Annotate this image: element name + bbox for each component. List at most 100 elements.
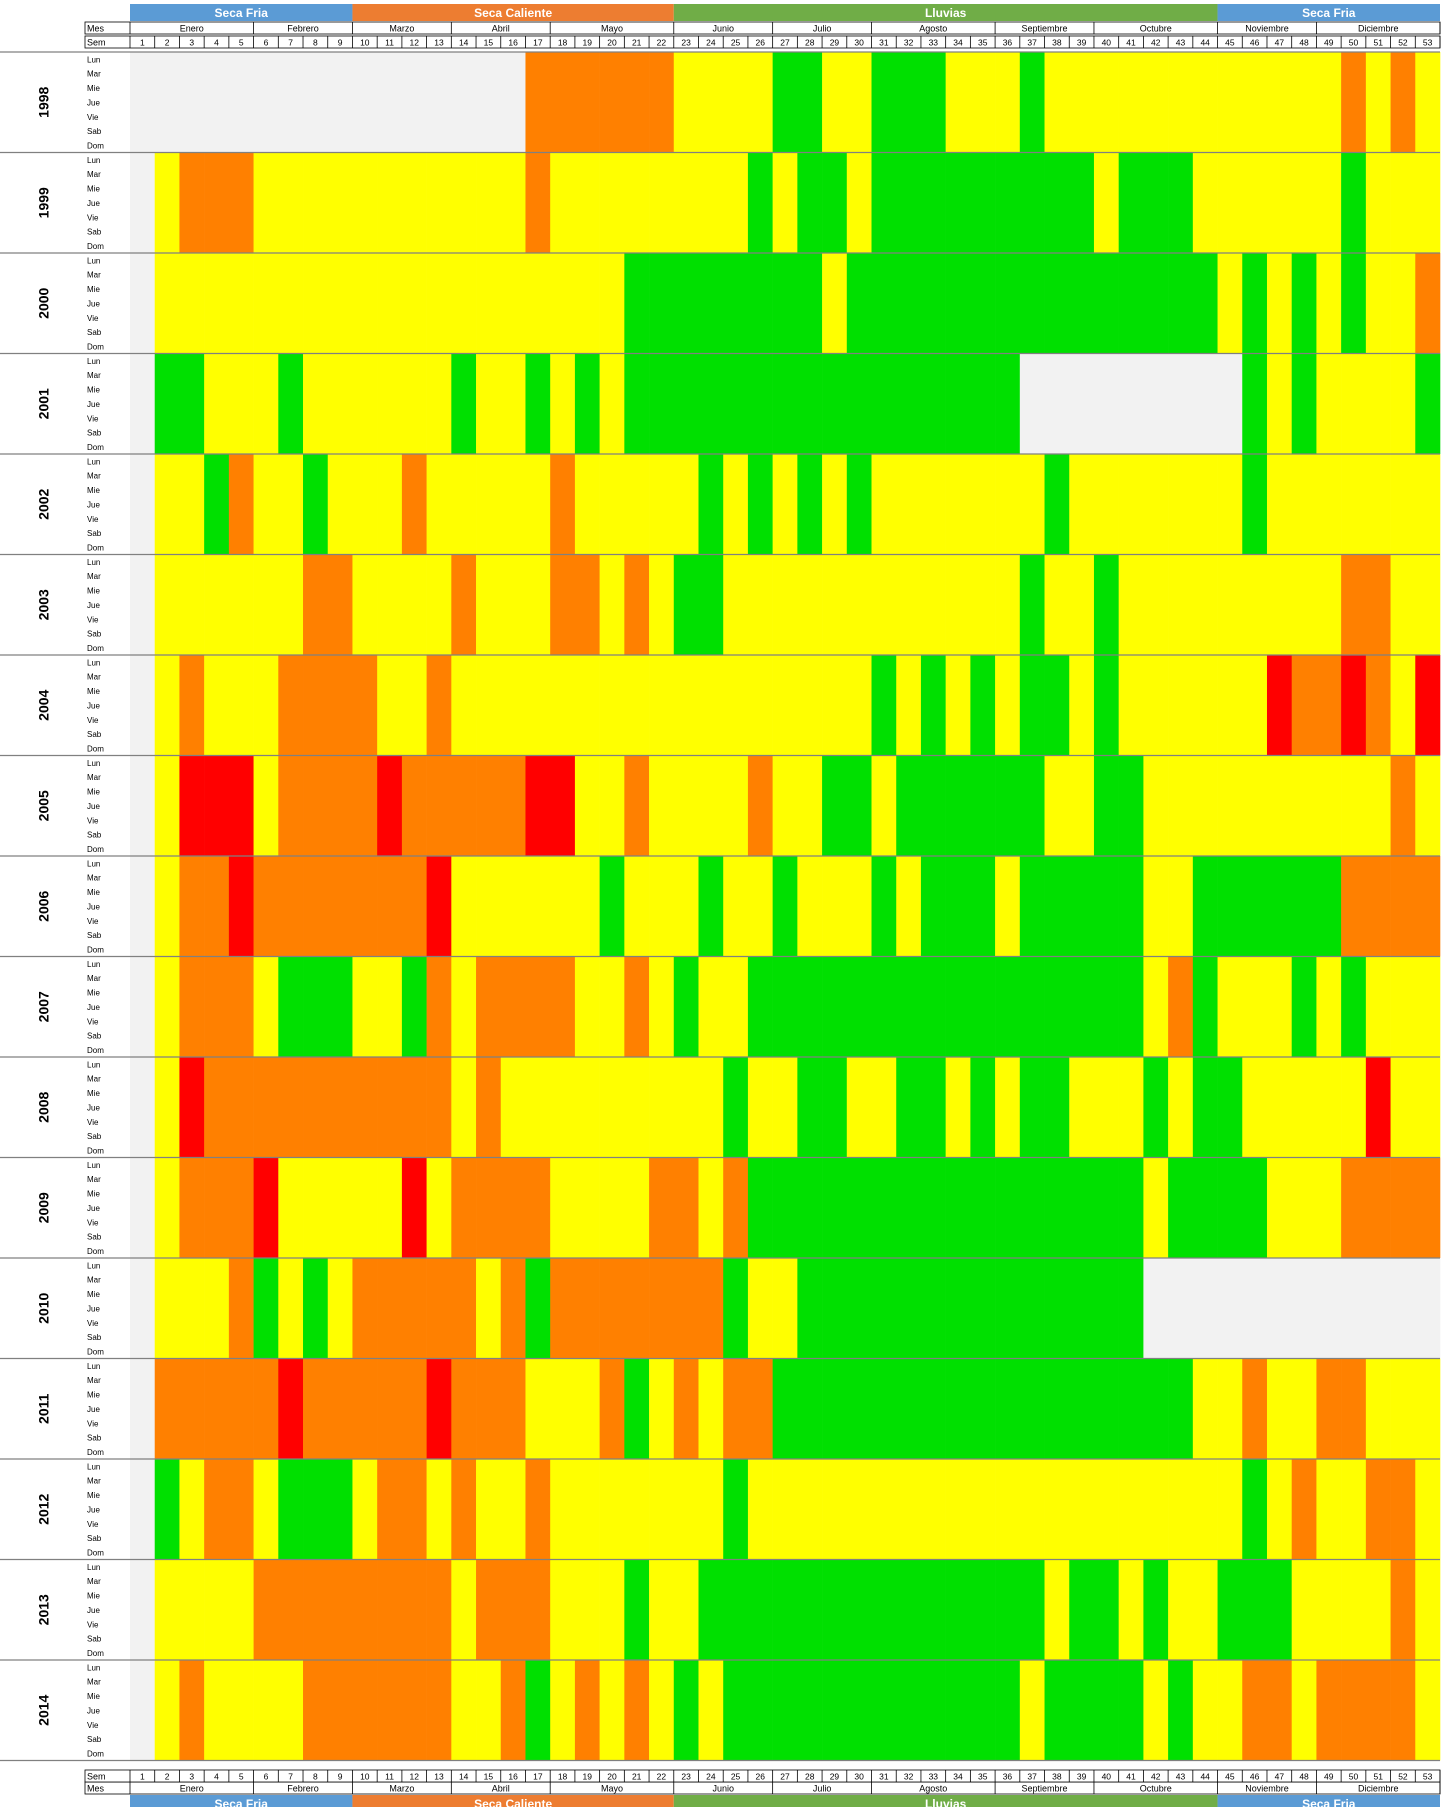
heat-cell (1291, 1057, 1317, 1158)
heat-cell (1291, 1660, 1317, 1761)
heat-cell (525, 152, 551, 253)
heat-cell (797, 856, 823, 957)
heat-cell (451, 1358, 477, 1459)
heat-cell (723, 353, 749, 454)
heat-cell (772, 755, 798, 856)
heat-cell (1266, 253, 1292, 354)
heat-cell (303, 1559, 329, 1660)
heat-cell (1069, 1057, 1095, 1158)
heat-cell (401, 1057, 427, 1158)
heat-cell (1044, 1459, 1070, 1560)
heat-cell (253, 1258, 279, 1359)
heat-cell (550, 755, 576, 856)
heat-cell (1266, 956, 1292, 1057)
heat-cell (772, 1559, 798, 1660)
heat-cell (995, 755, 1021, 856)
heat-cell (1266, 755, 1292, 856)
day-label: Mar (87, 673, 101, 682)
heat-cell (1365, 755, 1391, 856)
week-label: 21 (632, 1772, 642, 1782)
week-label: 34 (953, 38, 963, 48)
year-label: 2003 (36, 589, 52, 620)
heat-cell (1316, 554, 1342, 655)
heat-cell (1093, 152, 1119, 253)
heat-cell (278, 152, 304, 253)
heat-cell (426, 956, 452, 1057)
heat-cell (154, 655, 180, 756)
heat-cell (1118, 1358, 1144, 1459)
heat-cell (995, 1057, 1021, 1158)
month-label: Enero (180, 1784, 204, 1794)
heat-cell (1291, 655, 1317, 756)
heat-cell (1365, 253, 1391, 354)
week-label: 12 (410, 1772, 420, 1782)
heat-cell (1390, 353, 1416, 454)
heat-cell (1365, 554, 1391, 655)
day-label: Lun (87, 759, 100, 768)
heat-cell (130, 152, 156, 253)
row-title: Mes (87, 24, 105, 34)
heat-cell (995, 454, 1021, 555)
heat-cell (1143, 52, 1169, 153)
year-label: 2005 (36, 790, 52, 821)
heat-cell (896, 253, 922, 354)
heat-cell (130, 1459, 156, 1560)
heat-cell (327, 856, 353, 957)
heat-cell (1168, 353, 1194, 454)
day-label: Dom (87, 1146, 104, 1155)
heat-cell (945, 956, 971, 1057)
heat-cell (1341, 1157, 1367, 1258)
heat-cell (1217, 1559, 1243, 1660)
heat-cell (525, 956, 551, 1057)
heat-cell (253, 655, 279, 756)
heat-cell (822, 253, 848, 354)
heat-cell (154, 1258, 180, 1359)
heat-cell (228, 1157, 254, 1258)
heat-cell (649, 1057, 675, 1158)
heat-cell (1069, 755, 1095, 856)
heat-cell (1118, 1157, 1144, 1258)
heat-cell (500, 253, 526, 354)
month-label: Marzo (389, 24, 414, 34)
day-label: Jue (87, 1706, 100, 1715)
day-label: Jue (87, 802, 100, 811)
heat-cell (1365, 1459, 1391, 1560)
heat-cell (698, 755, 724, 856)
heat-cell (698, 52, 724, 153)
day-label: Vie (87, 515, 99, 524)
heat-cell (303, 253, 329, 354)
heat-cell (1390, 1258, 1416, 1359)
day-label: Dom (87, 543, 104, 552)
heat-cell (846, 454, 872, 555)
heat-cell (451, 353, 477, 454)
week-label: 15 (484, 38, 494, 48)
heat-cell (1341, 554, 1367, 655)
week-label: 32 (904, 1772, 914, 1782)
heat-cell (1093, 1559, 1119, 1660)
heat-cell (228, 655, 254, 756)
heat-cell (871, 353, 897, 454)
season-label: Seca Caliente (474, 1797, 552, 1807)
heat-cell (253, 1358, 279, 1459)
heat-cell (130, 554, 156, 655)
heat-cell (574, 1660, 600, 1761)
day-label: Mie (87, 687, 100, 696)
heat-cell (599, 1660, 625, 1761)
week-label: 29 (830, 38, 840, 48)
heat-cell (476, 454, 502, 555)
heat-cell (772, 52, 798, 153)
heat-cell (426, 1157, 452, 1258)
heat-cell (1365, 1258, 1391, 1359)
month-label: Noviembre (1245, 1784, 1289, 1794)
heat-cell (525, 554, 551, 655)
day-label: Dom (87, 1548, 104, 1557)
day-label: Mar (87, 70, 101, 79)
week-label: 9 (338, 38, 343, 48)
heat-cell (204, 1358, 230, 1459)
season-label: Seca Fria (215, 1797, 269, 1807)
heat-cell (401, 152, 427, 253)
day-label: Sab (87, 1635, 102, 1644)
week-label: 30 (854, 1772, 864, 1782)
week-label: 32 (904, 38, 914, 48)
heat-cell (624, 554, 650, 655)
